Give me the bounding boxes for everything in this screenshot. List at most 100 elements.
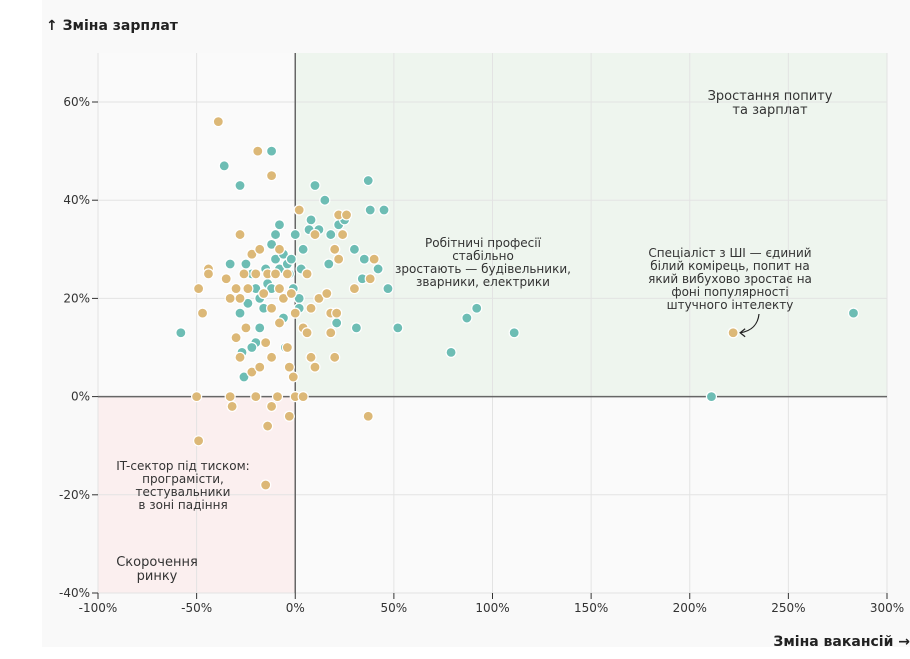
white-collar-point: [212, 116, 224, 128]
y-tick-label: 0%: [71, 390, 90, 404]
white-collar-point: [283, 410, 295, 422]
white-collar-point: [273, 282, 286, 295]
white-collar-point: [333, 253, 345, 265]
blue-collar-point: [323, 258, 335, 270]
x-tick-label: -50%: [181, 601, 212, 615]
white-collar-point: [271, 391, 284, 403]
quadrant-label-growth: Зростання попиту та зарплат: [708, 89, 833, 118]
white-collar-point: [321, 287, 333, 300]
white-collar-point: [283, 361, 295, 373]
white-collar-point: [258, 287, 270, 300]
blue-collar-point: [218, 160, 230, 172]
white-collar-point: [234, 292, 246, 304]
blue-collar-point: [461, 312, 473, 324]
blue-collar-point: [309, 179, 321, 192]
white-collar-point: [265, 400, 278, 413]
blue-collar-point: [224, 258, 236, 270]
white-collar-point: [281, 341, 293, 354]
blue-collar-point: [305, 214, 317, 226]
blue-collar-point: [508, 327, 520, 339]
quadrant-label-growth-line: та зарплат: [732, 103, 808, 118]
white-collar-point: [265, 170, 278, 182]
white-collar-point: [226, 400, 238, 413]
quadrant-label-growth-line: Зростання попиту: [708, 89, 833, 104]
white-collar-point: [192, 282, 205, 295]
annotation-arrowhead: [739, 328, 746, 338]
annotation-line: зростають — будівельники,: [395, 262, 571, 276]
white-collar-point: [287, 371, 299, 383]
white-collar-point: [250, 268, 262, 280]
white-collar-point: [254, 361, 266, 373]
annotation-line: штучного інтелекту: [667, 298, 794, 312]
y-tick-label: 20%: [63, 291, 90, 305]
white-collar-point: [305, 302, 317, 314]
blue-collar-point: [234, 179, 246, 192]
y-tick-label: -20%: [59, 488, 90, 502]
blue-collar-point: [847, 307, 860, 319]
white-collar-point: [265, 302, 278, 314]
white-collar-point: [242, 282, 254, 295]
annotation-line: який вибухово зростає на: [648, 272, 812, 286]
data-points: [175, 116, 860, 491]
x-tick-label: 100%: [475, 601, 509, 615]
annotation-line: IT-сектор під тиском:: [116, 459, 249, 473]
blue-collar-point: [372, 263, 384, 275]
blue-collar-point: [242, 297, 254, 309]
x-tick-label: 150%: [574, 601, 608, 615]
white-collar-point: [234, 351, 246, 363]
white-collar-point: [348, 282, 361, 295]
white-collar-point: [260, 479, 272, 491]
white-collar-point: [325, 327, 337, 339]
annotation-line: зварники, електрики: [416, 275, 550, 289]
white-collar-point: [202, 268, 215, 280]
blue-collar-point: [297, 243, 309, 255]
annotation-line: програмісти,: [142, 472, 224, 486]
white-collar-point: [250, 391, 262, 403]
annotation-line: в зоні падіння: [138, 498, 227, 512]
white-collar-point: [309, 228, 321, 241]
white-collar-point: [329, 351, 341, 363]
blue-collar-point: [325, 228, 337, 241]
white-collar-point: [285, 287, 297, 300]
white-collar-point: [224, 391, 236, 403]
quadrant-label-decline: Скорочення ринку: [116, 555, 198, 584]
x-tick-label: -100%: [79, 601, 118, 615]
white-collar-point: [289, 307, 301, 319]
blue-collar-point: [382, 282, 394, 295]
white-collar-point: [196, 307, 209, 319]
blue-collar-point: [331, 317, 343, 329]
white-collar-point: [340, 209, 353, 221]
blue-collar-point: [378, 204, 390, 216]
x-tick-label: 50%: [381, 601, 408, 615]
y-axis-title: ↑ Зміна зарплат: [46, 18, 178, 34]
tick-labels: -100% -50% 0% 50% 100% 150% 200% 250% 300% -40% -2…: [59, 95, 904, 615]
y-tick-label: 40%: [63, 193, 90, 207]
blue-collar-point: [289, 228, 301, 241]
white-collar-point: [362, 410, 374, 422]
white-collar-point: [293, 204, 305, 216]
annotation-line: стабільно: [452, 249, 514, 263]
white-collar-point: [238, 268, 250, 280]
white-collar-point: [230, 332, 242, 344]
annotations: Зростання попиту та зарплат Скорочення ринк…: [116, 89, 833, 584]
white-collar-point: [281, 268, 293, 280]
annotation-ai-specialist: Спеціаліст з ШІ — єдиний білий комірець, …: [648, 246, 812, 312]
white-collar-point: [254, 243, 266, 255]
annotation-blue-collar: Робітничі професії стабільно зростають — б…: [395, 236, 571, 289]
annotation-line: Робітничі професії: [425, 236, 542, 250]
blue-collar-point: [246, 341, 258, 354]
blue-collar-point: [273, 219, 286, 231]
blue-collar-point: [392, 322, 404, 334]
white-collar-point: [309, 361, 321, 373]
white-collar-point: [301, 327, 313, 339]
x-axis-title: Зміна вакансій →: [773, 634, 910, 650]
blue-collar-point: [471, 302, 483, 314]
annotation-line: фоні популярності: [671, 285, 788, 299]
annotation-line: тестувальники: [136, 485, 231, 499]
quadrant-label-decline-line: ринку: [137, 569, 178, 584]
annotation-line: Спеціаліст з ШІ — єдиний: [648, 246, 811, 260]
blue-collar-point: [705, 391, 718, 403]
white-collar-point: [262, 420, 274, 432]
x-tick-label: 0%: [286, 601, 305, 615]
